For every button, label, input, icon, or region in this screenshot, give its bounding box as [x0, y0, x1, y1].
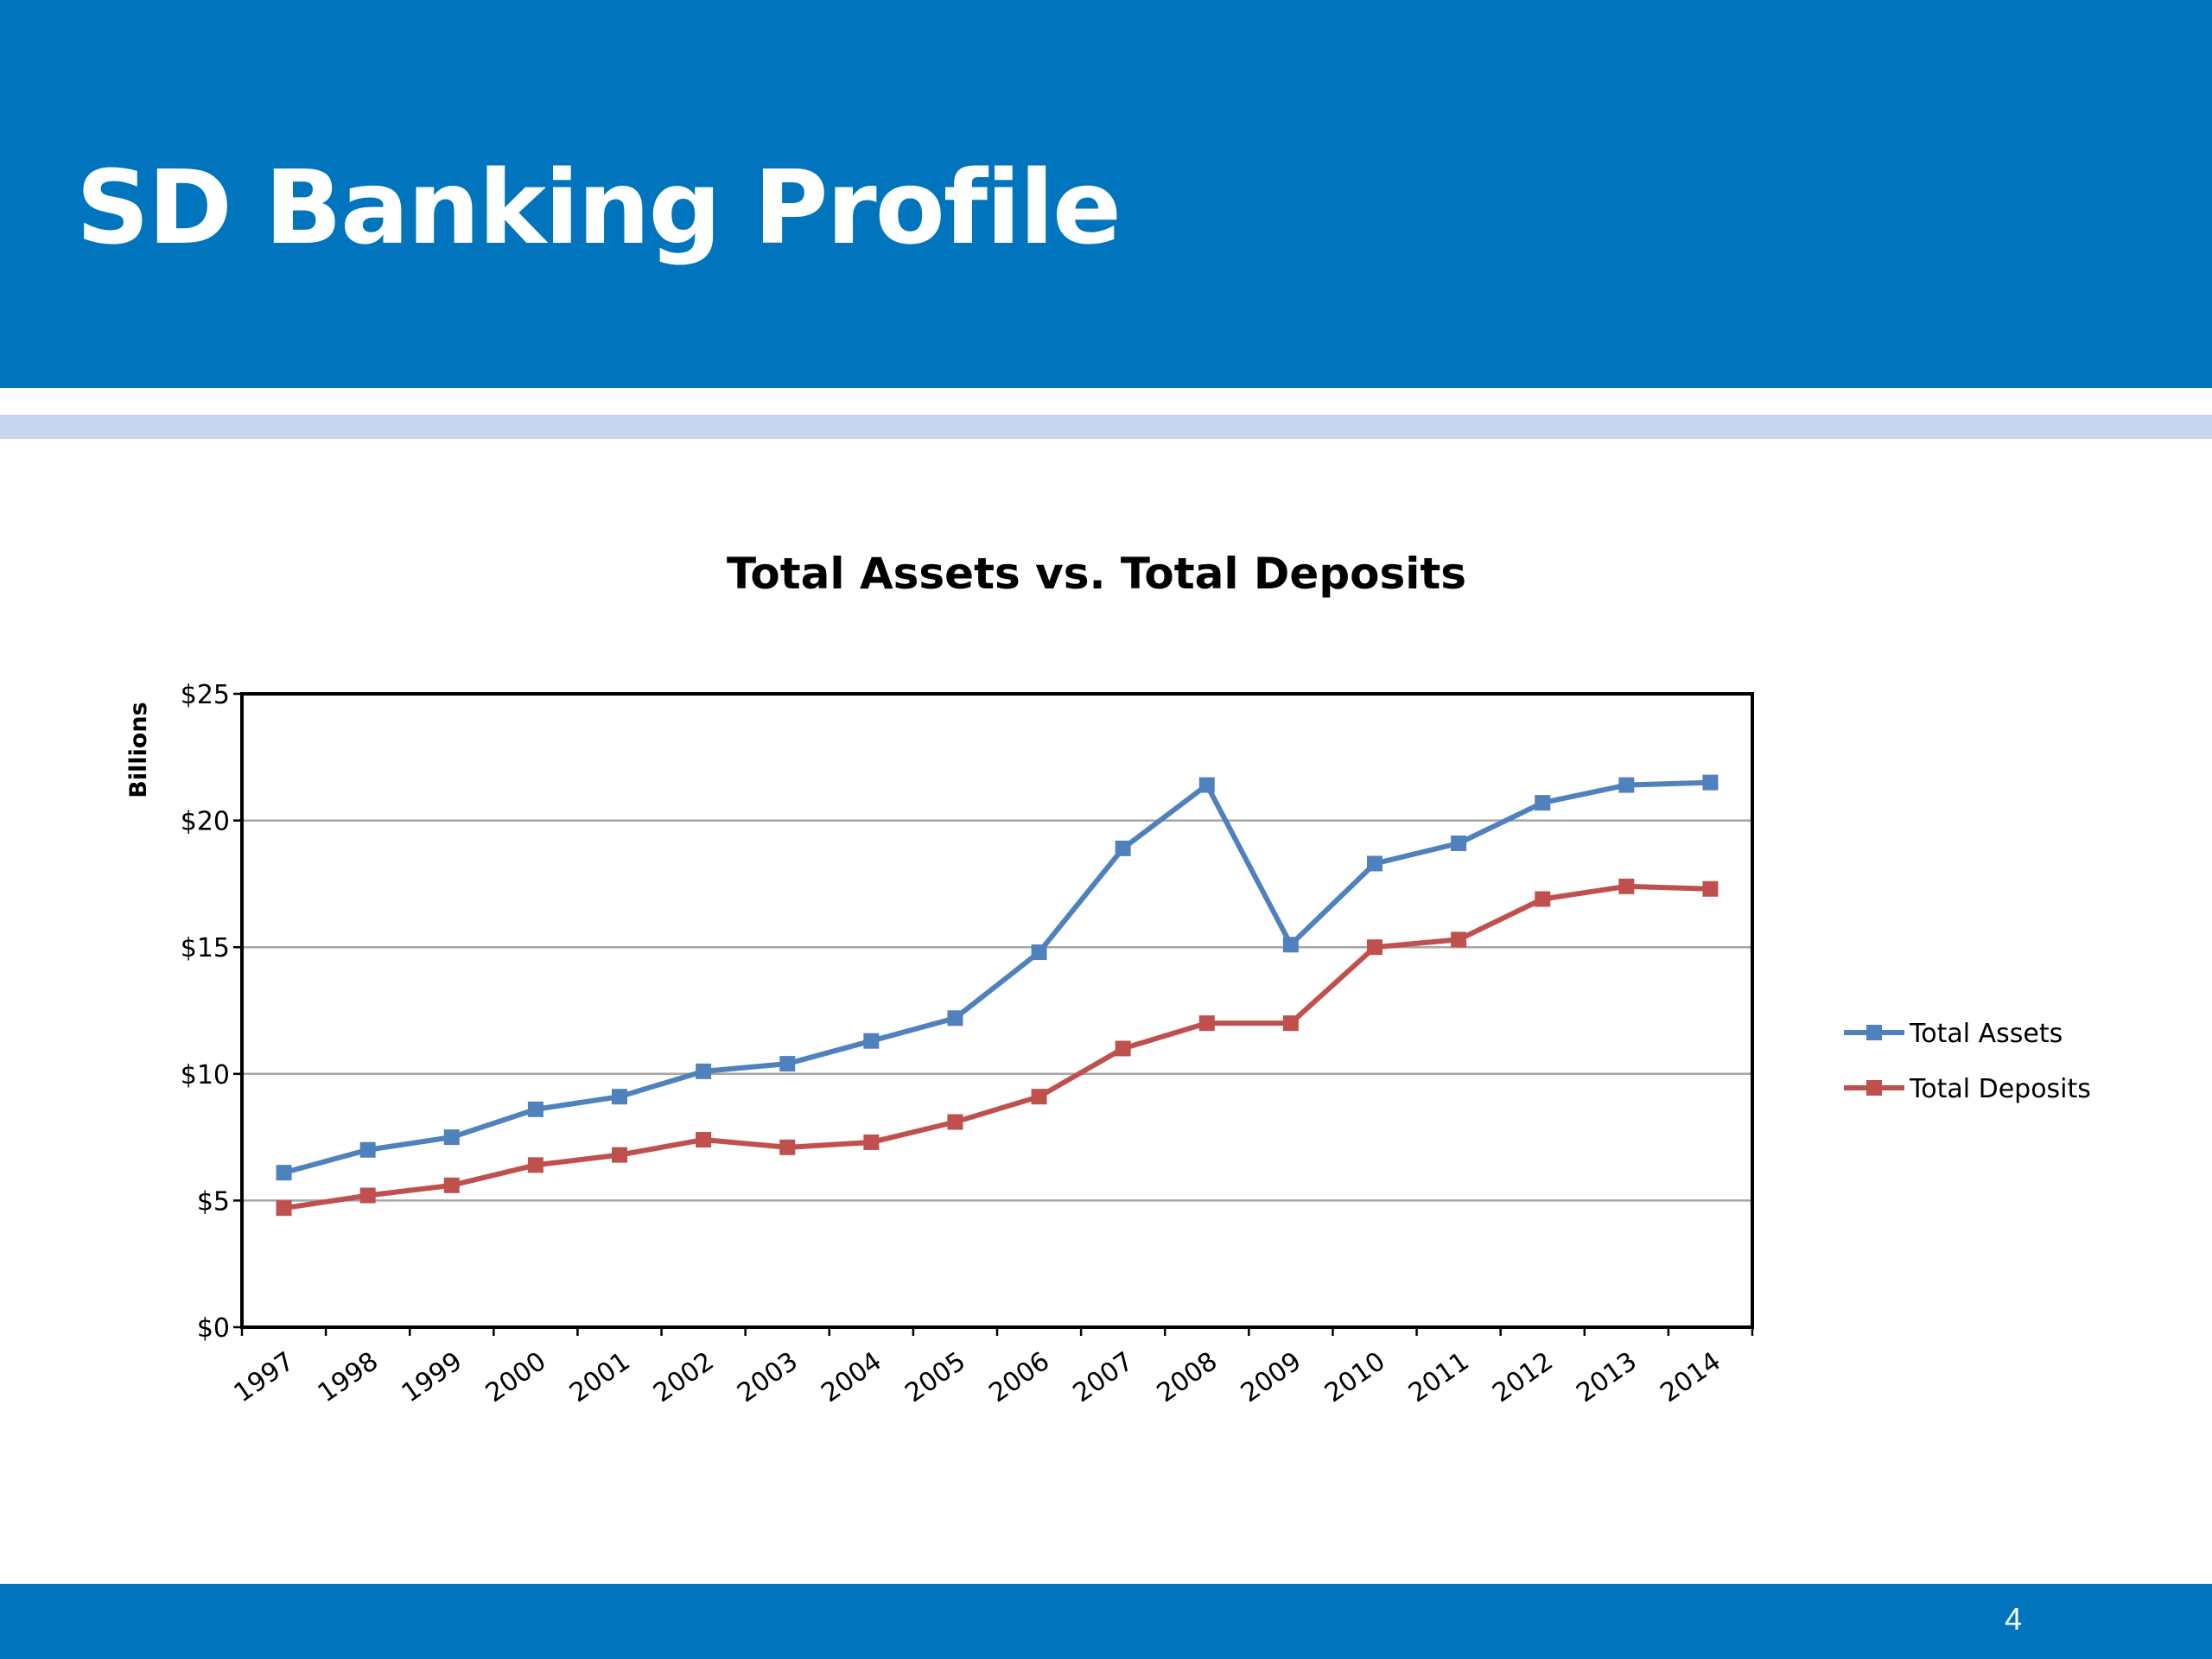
legend-marker: [1866, 1080, 1882, 1096]
total-deposits-point: [276, 1200, 292, 1217]
total-assets-point: [443, 1129, 460, 1146]
y-tick-label: $15: [181, 933, 230, 963]
x-tick-label: 2007: [1068, 1346, 1140, 1408]
total-assets-point: [947, 1010, 963, 1027]
chart-title: Total Assets vs. Total Deposits: [727, 549, 1466, 599]
x-tick-label: 2002: [648, 1346, 720, 1408]
total-deposits-line: [283, 883, 1711, 1211]
total-assets-point: [276, 1165, 292, 1181]
gridlines: [242, 819, 1752, 1202]
legend-item-total-assets: Total Assets: [1844, 1019, 2063, 1049]
axes: $0 $5 $10 $15 $20 $25 1997 1998 1999 2000 2001 2002…: [181, 680, 1754, 1408]
slide-title: SD Banking Profile: [76, 148, 1122, 267]
legend-label: Total Deposits: [1909, 1074, 2091, 1104]
total-assets-point: [779, 1056, 796, 1072]
total-assets-point: [1031, 944, 1047, 961]
footer-band: [0, 1584, 2212, 1659]
y-tick-label: $20: [181, 807, 230, 837]
x-tick-label: 2000: [480, 1346, 552, 1408]
legend-label: Total Assets: [1909, 1019, 2063, 1049]
total-deposits-point: [947, 1114, 963, 1130]
page-number: 4: [2004, 1601, 2023, 1637]
total-deposits-point: [1282, 1015, 1299, 1032]
legend-marker: [1866, 1025, 1882, 1040]
total-deposits-point: [1451, 931, 1467, 948]
total-deposits-point: [1198, 1015, 1215, 1032]
total-deposits-point: [863, 1134, 880, 1150]
total-deposits-point: [779, 1139, 796, 1155]
x-tick-label: 2010: [1319, 1346, 1391, 1408]
total-deposits-point: [1702, 880, 1719, 897]
total-deposits-point: [1367, 939, 1382, 956]
x-tick-label: 2003: [732, 1346, 804, 1408]
total-assets-point: [1115, 840, 1131, 856]
legend: Total Assets Total Deposits: [1844, 1019, 2091, 1104]
x-tick-label: 2009: [1236, 1346, 1307, 1408]
total-assets-point: [1282, 937, 1299, 953]
total-assets-point: [1198, 777, 1215, 793]
total-deposits-point: [1031, 1089, 1047, 1105]
x-tick-label: 2008: [1152, 1346, 1224, 1408]
x-tick-label: 2005: [899, 1346, 971, 1408]
y-tick-label: $25: [181, 680, 230, 710]
series-total-assets: [276, 774, 1719, 1181]
series-total-deposits: [276, 878, 1719, 1217]
x-tick-label: 2014: [1655, 1346, 1726, 1408]
total-assets-point: [1451, 835, 1467, 851]
total-assets-line: [283, 779, 1711, 1176]
x-tick-label: 2004: [816, 1346, 887, 1408]
y-tick-label: $10: [181, 1060, 230, 1090]
x-tick-label: 1998: [313, 1346, 385, 1408]
x-tick-label: 1999: [397, 1346, 468, 1408]
total-assets-point: [1367, 855, 1382, 872]
total-deposits-point: [1115, 1040, 1131, 1057]
total-deposits-point: [527, 1157, 543, 1173]
header-band: [0, 0, 2212, 388]
x-tick-label: 1997: [229, 1346, 301, 1408]
y-axis-label: Billions: [125, 702, 152, 798]
total-deposits-point: [443, 1177, 460, 1193]
total-deposits-point: [612, 1147, 627, 1163]
y-tick-label: $5: [197, 1186, 230, 1217]
legend-item-total-deposits: Total Deposits: [1844, 1074, 2091, 1104]
total-assets-point: [696, 1063, 712, 1079]
total-deposits-point: [1535, 891, 1551, 907]
total-assets-point: [863, 1033, 880, 1049]
x-tick-label: 2001: [564, 1346, 636, 1408]
x-tick-label: 2013: [1571, 1346, 1643, 1408]
total-assets-point: [359, 1141, 376, 1158]
total-assets-point: [612, 1089, 627, 1105]
series-layer: [276, 774, 1719, 1217]
plot-area-border: [240, 692, 1754, 1329]
total-deposits-point: [359, 1187, 376, 1204]
accent-stripe: [0, 415, 2212, 439]
total-assets-point: [1535, 795, 1551, 811]
x-tick-label: 2012: [1487, 1346, 1559, 1408]
total-assets-point: [527, 1101, 543, 1117]
total-deposits-point: [696, 1132, 712, 1148]
total-assets-point: [1702, 774, 1719, 791]
x-tick-label: 2006: [984, 1346, 1056, 1408]
y-tick-label: $0: [197, 1313, 230, 1344]
x-tick-label: 2011: [1403, 1346, 1475, 1408]
total-assets-point: [1618, 777, 1635, 793]
total-deposits-point: [1618, 878, 1635, 894]
